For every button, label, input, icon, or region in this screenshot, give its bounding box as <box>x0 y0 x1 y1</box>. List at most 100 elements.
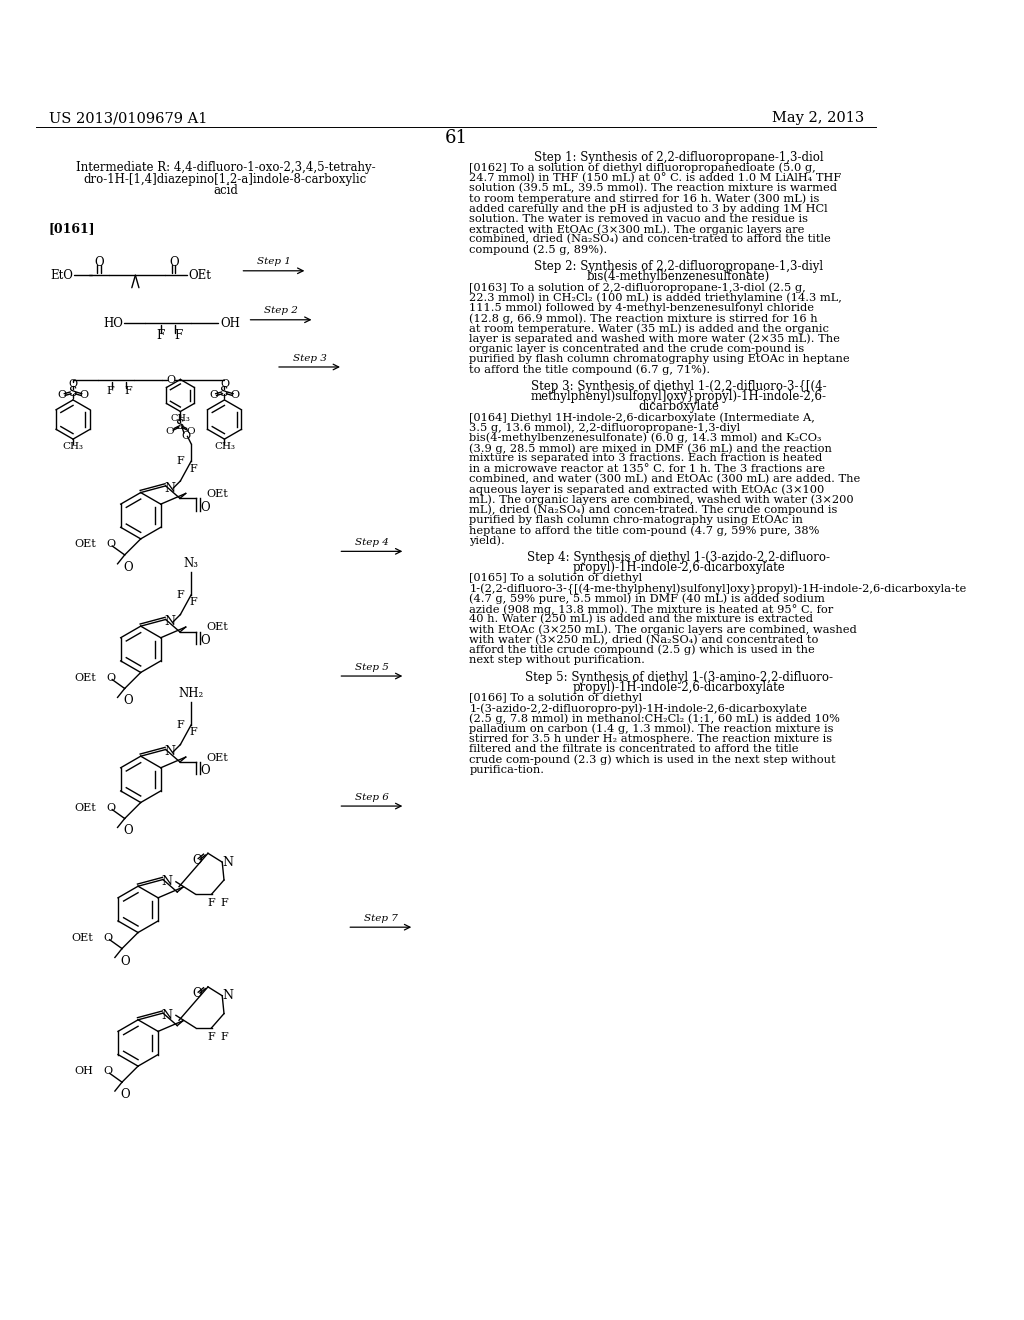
Text: 61: 61 <box>444 129 468 147</box>
Text: Step 6: Step 6 <box>355 792 389 801</box>
Text: OEt: OEt <box>188 269 212 281</box>
Text: OEt: OEt <box>207 623 228 632</box>
Text: bis(4-methylbenzenesulfonate) (6.0 g, 14.3 mmol) and K₂CO₃: bis(4-methylbenzenesulfonate) (6.0 g, 14… <box>469 433 822 444</box>
Text: combined, dried (Na₂SO₄) and concen-trated to afford the title: combined, dried (Na₂SO₄) and concen-trat… <box>469 234 831 244</box>
Text: dro-1H-[1,4]diazepino[1,2-a]indole-8-carboxylic: dro-1H-[1,4]diazepino[1,2-a]indole-8-car… <box>84 173 367 186</box>
Text: F: F <box>189 597 197 607</box>
Text: O: O <box>69 379 78 389</box>
Text: F: F <box>124 385 132 396</box>
Text: O: O <box>103 1067 113 1077</box>
Text: 40 h. Water (250 mL) is added and the mixture is extracted: 40 h. Water (250 mL) is added and the mi… <box>469 614 813 624</box>
Text: S: S <box>176 420 184 432</box>
Text: O: O <box>124 694 133 708</box>
Text: F: F <box>176 457 184 466</box>
Text: F: F <box>208 898 215 908</box>
Text: Step 7: Step 7 <box>364 913 397 923</box>
Text: O: O <box>121 954 130 968</box>
Text: 24.7 mmol) in THF (150 mL) at 0° C. is added 1.0 M LiAlH₄ THF: 24.7 mmol) in THF (150 mL) at 0° C. is a… <box>469 173 842 183</box>
Text: O: O <box>209 389 218 400</box>
Text: F: F <box>220 898 228 908</box>
Text: O: O <box>200 635 210 647</box>
Text: Step 4: Step 4 <box>355 539 389 546</box>
Text: O: O <box>105 539 115 549</box>
Text: CH₃: CH₃ <box>62 442 84 450</box>
Text: O: O <box>167 375 175 385</box>
Text: F: F <box>208 1032 215 1041</box>
Text: mL), dried (Na₂SO₄) and concen-trated. The crude compound is: mL), dried (Na₂SO₄) and concen-trated. T… <box>469 504 838 515</box>
Text: O: O <box>186 426 196 436</box>
Text: May 2, 2013: May 2, 2013 <box>772 111 864 125</box>
Text: OEt: OEt <box>75 539 96 549</box>
Text: OEt: OEt <box>75 673 96 682</box>
Text: O: O <box>124 561 133 574</box>
Text: Step 2: Step 2 <box>264 306 298 315</box>
Text: propyl)-1H-indole-2,6-dicarboxylate: propyl)-1H-indole-2,6-dicarboxylate <box>572 681 785 694</box>
Text: (2.5 g, 7.8 mmol) in methanol:CH₂Cl₂ (1:1, 60 mL) is added 10%: (2.5 g, 7.8 mmol) in methanol:CH₂Cl₂ (1:… <box>469 713 841 723</box>
Text: purifica-tion.: purifica-tion. <box>469 764 545 775</box>
Text: solution (39.5 mL, 39.5 mmol). The reaction mixture is warmed: solution (39.5 mL, 39.5 mmol). The react… <box>469 183 838 194</box>
Text: N₃: N₃ <box>183 557 199 570</box>
Text: F: F <box>189 463 197 474</box>
Text: crude com-pound (2.3 g) which is used in the next step without: crude com-pound (2.3 g) which is used in… <box>469 755 836 766</box>
Text: OEt: OEt <box>207 488 228 499</box>
Text: 1-(2,2-difluoro-3-{[(4-me-thylphenyl)sulfonyl]oxy}propyl)-1H-indole-2,6-dicarbox: 1-(2,2-difluoro-3-{[(4-me-thylphenyl)sul… <box>469 583 967 595</box>
Text: HO: HO <box>103 317 123 330</box>
Text: with water (3×250 mL), dried (Na₂SO₄) and concentrated to: with water (3×250 mL), dried (Na₂SO₄) an… <box>469 635 819 645</box>
Text: O: O <box>105 673 115 682</box>
Text: N: N <box>162 1008 172 1022</box>
Text: Step 1: Step 1 <box>257 257 291 267</box>
Text: Step 4: Synthesis of diethyl 1-(3-azido-2,2-difluoro-: Step 4: Synthesis of diethyl 1-(3-azido-… <box>527 550 830 564</box>
Text: CH₃: CH₃ <box>214 442 234 450</box>
Text: azide (908 mg, 13.8 mmol). The mixture is heated at 95° C. for: azide (908 mg, 13.8 mmol). The mixture i… <box>469 603 834 615</box>
Text: (3.9 g, 28.5 mmol) are mixed in DMF (36 mL) and the reaction: (3.9 g, 28.5 mmol) are mixed in DMF (36 … <box>469 444 833 454</box>
Text: extracted with EtOAc (3×300 mL). The organic layers are: extracted with EtOAc (3×300 mL). The org… <box>469 224 805 235</box>
Text: mL). The organic layers are combined, washed with water (3×200: mL). The organic layers are combined, wa… <box>469 495 854 506</box>
Text: F: F <box>106 385 115 396</box>
Text: 3.5 g, 13.6 mmol), 2,2-difluoropropane-1,3-diyl: 3.5 g, 13.6 mmol), 2,2-difluoropropane-1… <box>469 422 740 433</box>
Text: Step 3: Synthesis of diethyl 1-(2,2-difluoro-3-{[(4-: Step 3: Synthesis of diethyl 1-(2,2-difl… <box>530 380 826 393</box>
Text: O: O <box>181 432 190 441</box>
Text: O: O <box>193 987 202 1001</box>
Text: 1-(3-azido-2,2-difluoropro-pyl)-1H-indole-2,6-dicarboxylate: 1-(3-azido-2,2-difluoropro-pyl)-1H-indol… <box>469 704 807 714</box>
Text: [0165] To a solution of diethyl: [0165] To a solution of diethyl <box>469 573 642 583</box>
Text: dicarboxylate: dicarboxylate <box>638 400 719 413</box>
Text: combined, and water (300 mL) and EtOAc (300 mL) are added. The: combined, and water (300 mL) and EtOAc (… <box>469 474 860 484</box>
Text: N: N <box>222 855 233 869</box>
Text: propyl)-1H-indole-2,6-dicarboxylate: propyl)-1H-indole-2,6-dicarboxylate <box>572 561 785 574</box>
Text: afford the title crude compound (2.5 g) which is used in the: afford the title crude compound (2.5 g) … <box>469 645 815 656</box>
Text: OEt: OEt <box>72 933 93 942</box>
Text: [0162] To a solution of diethyl difluoropropanedioate (5.0 g,: [0162] To a solution of diethyl difluoro… <box>469 162 816 173</box>
Text: 22.3 mmol) in CH₂Cl₂ (100 mL) is added triethylamine (14.3 mL,: 22.3 mmol) in CH₂Cl₂ (100 mL) is added t… <box>469 293 842 304</box>
Text: F: F <box>176 719 184 730</box>
Text: O: O <box>165 426 174 436</box>
Text: acid: acid <box>213 185 238 198</box>
Text: OEt: OEt <box>75 803 96 813</box>
Text: O: O <box>220 379 229 389</box>
Text: (4.7 g, 59% pure, 5.5 mmol) in DMF (40 mL) is added sodium: (4.7 g, 59% pure, 5.5 mmol) in DMF (40 m… <box>469 594 825 605</box>
Text: [0163] To a solution of 2,2-difluoropropane-1,3-diol (2.5 g,: [0163] To a solution of 2,2-difluoroprop… <box>469 282 806 293</box>
Text: N: N <box>162 875 172 888</box>
Text: to room temperature and stirred for 16 h. Water (300 mL) is: to room temperature and stirred for 16 h… <box>469 193 820 203</box>
Text: stirred for 3.5 h under H₂ atmosphere. The reaction mixture is: stirred for 3.5 h under H₂ atmosphere. T… <box>469 734 833 744</box>
Text: O: O <box>79 389 88 400</box>
Text: F: F <box>174 329 182 342</box>
Text: purified by flash column chromatography using EtOAc in heptane: purified by flash column chromatography … <box>469 354 850 364</box>
Text: Step 2: Synthesis of 2,2-difluoropropane-1,3-diyl: Step 2: Synthesis of 2,2-difluoropropane… <box>535 260 823 273</box>
Text: O: O <box>200 764 210 777</box>
Text: S: S <box>220 387 228 400</box>
Text: filtered and the filtrate is concentrated to afford the title: filtered and the filtrate is concentrate… <box>469 744 799 754</box>
Text: in a microwave reactor at 135° C. for 1 h. The 3 fractions are: in a microwave reactor at 135° C. for 1 … <box>469 463 825 474</box>
Text: N: N <box>222 989 233 1002</box>
Text: compound (2.5 g, 89%).: compound (2.5 g, 89%). <box>469 244 607 255</box>
Text: palladium on carbon (1.4 g, 1.3 mmol). The reaction mixture is: palladium on carbon (1.4 g, 1.3 mmol). T… <box>469 723 834 734</box>
Text: Step 5: Step 5 <box>355 663 389 672</box>
Text: N: N <box>164 746 175 758</box>
Text: with EtOAc (3×250 mL). The organic layers are combined, washed: with EtOAc (3×250 mL). The organic layer… <box>469 624 857 635</box>
Text: heptane to afford the title com-pound (4.7 g, 59% pure, 38%: heptane to afford the title com-pound (4… <box>469 525 820 536</box>
Text: O: O <box>193 854 202 867</box>
Text: F: F <box>220 1032 228 1041</box>
Text: EtO: EtO <box>50 269 73 281</box>
Text: mixture is separated into 3 fractions. Each fraction is heated: mixture is separated into 3 fractions. E… <box>469 453 822 463</box>
Text: O: O <box>200 500 210 513</box>
Text: O: O <box>170 256 179 269</box>
